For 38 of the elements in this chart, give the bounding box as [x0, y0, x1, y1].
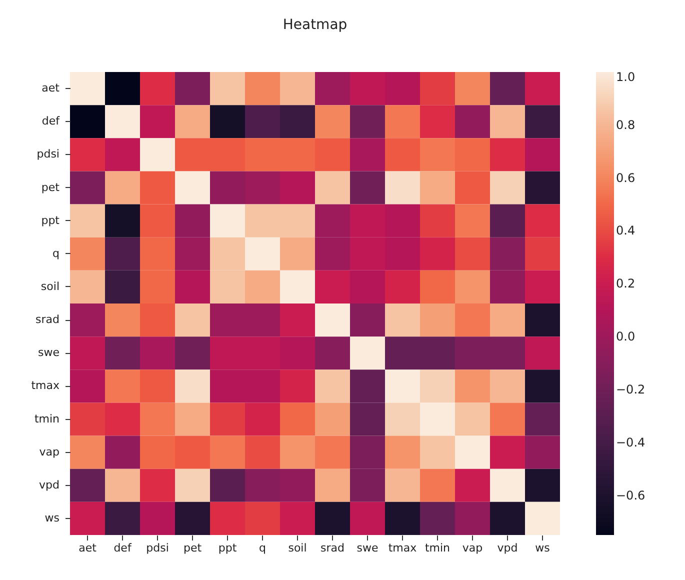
x-tick-label: vpd: [497, 542, 518, 554]
x-tick-label: ppt: [218, 542, 238, 554]
color-bar-label: 0.2: [616, 276, 636, 291]
y-tick-label: vpd: [39, 478, 60, 492]
y-tick-label: srad: [36, 313, 60, 326]
x-tick-label: soil: [288, 542, 307, 554]
color-bar-label: 1.0: [616, 70, 636, 84]
x-tick-label: aet: [78, 542, 98, 554]
x-tick-label: q: [259, 542, 266, 554]
x-tick-label: ws: [535, 542, 550, 554]
y-tick-label: pdsi: [36, 148, 60, 161]
y-tick-label: swe: [38, 346, 60, 360]
y-tick-label: def: [42, 114, 61, 128]
y-tick-label: ppt: [41, 214, 60, 227]
color-bar-label: 0.6: [616, 170, 636, 185]
x-tick-label: def: [114, 542, 132, 554]
color-bar-label: 0.4: [616, 224, 636, 238]
x-tick-label: pdsi: [146, 542, 169, 554]
y-tick-label: vap: [39, 445, 60, 458]
y-tick-label: soil: [40, 280, 60, 293]
chart-title: Heatmap: [282, 17, 348, 33]
x-tick-label: srad: [320, 542, 344, 554]
y-tick-label: aet: [42, 82, 60, 95]
x-tick-label: tmin: [424, 542, 450, 554]
y-tick-label: q: [52, 246, 60, 260]
color-bar-label: −0.2: [616, 382, 646, 396]
x-tick-label: pet: [183, 542, 202, 554]
x-tick-label: tmax: [388, 542, 418, 554]
x-tick-label: vap: [462, 542, 483, 554]
y-tick-label: tmax: [31, 379, 60, 392]
color-bar-label: 0.0: [616, 330, 636, 344]
x-tick-label: swe: [356, 542, 378, 554]
y-tick-label: pet: [41, 180, 60, 194]
color-bar-label: −0.4: [616, 435, 646, 450]
color-bar-label: −0.6: [616, 488, 646, 502]
y-tick-label: tmin: [34, 412, 60, 426]
y-tick-label: ws: [44, 511, 60, 524]
color-bar-label: 0.8: [616, 118, 636, 132]
